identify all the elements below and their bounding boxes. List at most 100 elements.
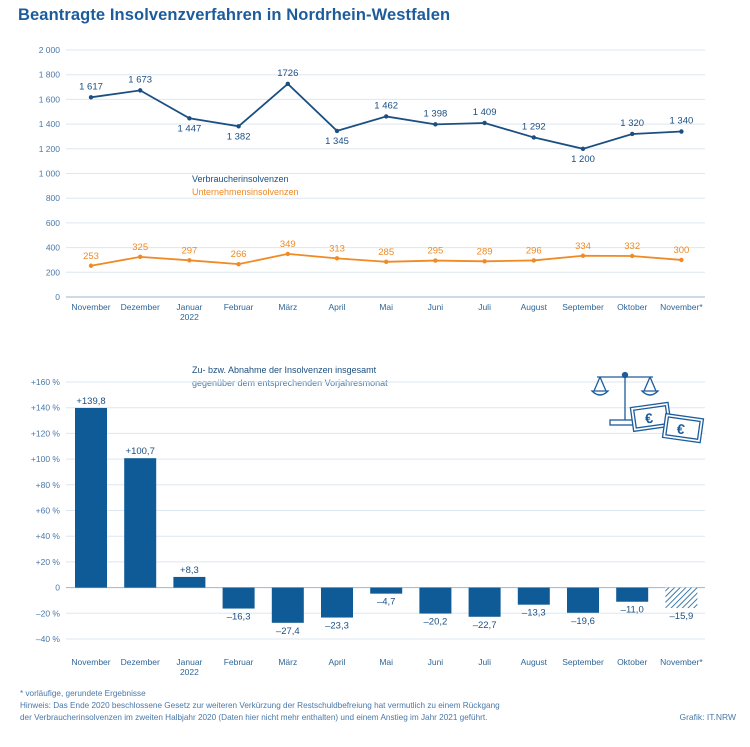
data-point bbox=[580, 146, 586, 151]
data-label: 332 bbox=[624, 241, 640, 252]
y-tick-label: +160 % bbox=[31, 377, 61, 387]
hint-line-2: der Verbraucherinsolvenzen im zweiten Ha… bbox=[20, 713, 488, 722]
data-point bbox=[433, 258, 438, 263]
data-label: 295 bbox=[427, 246, 443, 257]
data-label: –27,4 bbox=[276, 626, 300, 637]
y-tick-label: 400 bbox=[46, 243, 60, 253]
chart-title: Beantragte Insolvenzverfahren in Nordrhe… bbox=[18, 6, 451, 24]
x-tick-label: 2022 bbox=[180, 312, 199, 322]
data-label: –11,0 bbox=[621, 605, 644, 616]
y-tick-label: 600 bbox=[46, 218, 60, 228]
y-tick-label: +80 % bbox=[36, 480, 61, 490]
bar-chart-bars bbox=[75, 407, 698, 623]
data-label: –23,3 bbox=[325, 621, 349, 632]
data-label: –20,2 bbox=[424, 617, 448, 628]
data-point bbox=[531, 258, 536, 263]
data-point bbox=[679, 257, 684, 263]
data-label: 1 617 bbox=[79, 81, 103, 92]
x-tick-label: Juli bbox=[478, 302, 491, 312]
data-label: 253 bbox=[83, 251, 99, 262]
bar-chart-title: Zu- bzw. Abnahme der Insolvenzen insgesa… bbox=[192, 365, 377, 375]
data-label: 334 bbox=[575, 241, 591, 252]
x-tick-label: April bbox=[328, 657, 345, 667]
data-point bbox=[285, 251, 290, 257]
data-label: 1 292 bbox=[522, 121, 546, 132]
footnote-provisional: * vorläufige, gerundete Ergebnisse bbox=[20, 689, 146, 698]
line-chart-series: 1 617 1 673 1 447 1 382 1726 1 345 1 462 1 398 1… bbox=[79, 68, 693, 268]
line-chart-legend: Verbraucherinsolvenzen Unternehmensinsolv… bbox=[192, 174, 299, 197]
bar bbox=[468, 587, 501, 617]
x-tick-label: März bbox=[278, 302, 297, 312]
data-point bbox=[138, 88, 143, 93]
data-point bbox=[384, 259, 389, 265]
x-tick-label: Oktober bbox=[617, 302, 647, 312]
data-point bbox=[334, 256, 340, 261]
bar bbox=[419, 587, 452, 614]
x-tick-label: Dezember bbox=[121, 302, 160, 312]
bar bbox=[567, 587, 599, 613]
data-label: 1 462 bbox=[374, 100, 398, 111]
data-label: 313 bbox=[329, 243, 345, 254]
x-tick-label: Februar bbox=[224, 302, 254, 312]
bar bbox=[173, 576, 206, 588]
data-point bbox=[138, 254, 143, 260]
data-label: 285 bbox=[378, 247, 394, 258]
x-tick-label: März bbox=[278, 657, 297, 667]
data-point bbox=[236, 261, 241, 267]
bar bbox=[124, 458, 157, 588]
data-label: +8,3 bbox=[180, 565, 199, 576]
svg-text:€: € bbox=[644, 410, 654, 427]
data-label: 1 398 bbox=[424, 108, 448, 119]
data-label: 289 bbox=[477, 246, 493, 257]
graphic-credit: Grafik: IT.NRW bbox=[679, 712, 736, 722]
data-label: 266 bbox=[231, 249, 247, 260]
data-point bbox=[580, 253, 586, 258]
line-chart-y-axis: 2 000 1 800 1 600 1 400 1 200 1 000 800 600 400 2… bbox=[39, 45, 61, 302]
data-label: 1 320 bbox=[620, 118, 644, 129]
x-tick-label: November* bbox=[660, 302, 703, 312]
y-tick-label: 200 bbox=[46, 267, 60, 277]
data-label: –15,9 bbox=[670, 611, 694, 622]
data-label: 1 409 bbox=[473, 107, 497, 118]
bar-chart-subtitle: gegenüber dem entsprechenden Vorjahresmo… bbox=[192, 378, 388, 388]
x-tick-label: April bbox=[328, 302, 345, 312]
bar bbox=[616, 587, 649, 602]
y-tick-label: –20 % bbox=[36, 608, 61, 618]
y-tick-label: 2 000 bbox=[39, 45, 61, 55]
data-label: 1 447 bbox=[178, 123, 202, 134]
data-label: –19,6 bbox=[571, 616, 595, 627]
data-point bbox=[88, 95, 94, 100]
data-label: 1 200 bbox=[571, 154, 595, 165]
data-point bbox=[334, 128, 340, 134]
y-tick-label: +40 % bbox=[36, 531, 61, 541]
x-tick-label: Juni bbox=[428, 657, 444, 667]
x-tick-label: Mai bbox=[379, 657, 393, 667]
x-tick-label: Mai bbox=[379, 302, 393, 312]
x-tick-label: Januar bbox=[176, 657, 202, 667]
data-point bbox=[187, 116, 192, 121]
x-tick-label: Juni bbox=[428, 302, 444, 312]
data-label: +100,7 bbox=[126, 446, 155, 457]
y-tick-label: 1 200 bbox=[39, 144, 61, 154]
x-tick-label: August bbox=[521, 657, 548, 667]
data-label: 1 340 bbox=[670, 116, 694, 127]
svg-text:€: € bbox=[676, 420, 686, 437]
x-tick-label: Dezember bbox=[121, 657, 160, 667]
bar bbox=[665, 587, 698, 609]
data-point bbox=[285, 81, 290, 87]
data-label: 1 345 bbox=[325, 136, 349, 147]
data-point bbox=[236, 124, 241, 129]
y-tick-label: 800 bbox=[46, 193, 60, 203]
x-tick-label: August bbox=[521, 302, 548, 312]
y-tick-label: 1 800 bbox=[39, 70, 61, 80]
x-tick-label: 2022 bbox=[180, 667, 199, 677]
legend-entry-verbraucher: Verbraucherinsolvenzen bbox=[192, 174, 289, 184]
bar bbox=[271, 587, 304, 623]
bar bbox=[321, 587, 353, 618]
y-tick-label: 0 bbox=[55, 583, 60, 593]
data-label: 325 bbox=[132, 242, 148, 253]
data-label: 349 bbox=[280, 239, 296, 250]
bar-chart-data-labels: +139,8 +100,7 +8,3 –16,3 –27,4 –23,3 –4,7 –20,2… bbox=[76, 396, 693, 637]
